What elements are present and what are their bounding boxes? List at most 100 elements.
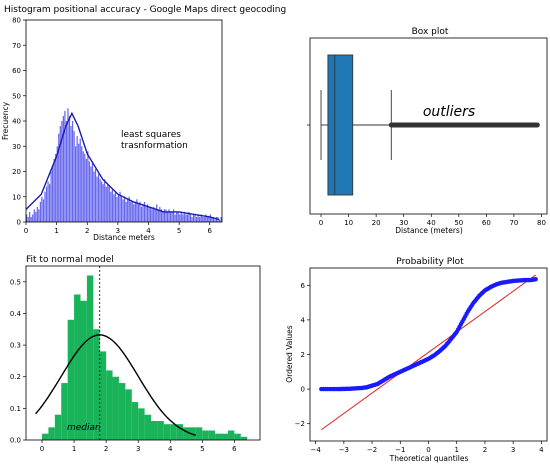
- histogram-bar: [145, 206, 147, 222]
- histogram-density-curve: [25, 111, 220, 221]
- histogram-bar: [142, 204, 144, 222]
- histogram-bar: [116, 196, 118, 222]
- probability-point: [533, 277, 538, 282]
- histogram-bar: [150, 206, 152, 222]
- normal-fit-bar: [202, 430, 209, 440]
- normal-fit-bar: [61, 383, 68, 440]
- histogram-bar: [154, 209, 156, 222]
- histogram-bar: [33, 209, 35, 222]
- histogram-bar: [151, 209, 153, 222]
- normal-fit-bar: [208, 430, 216, 440]
- histogram-bar: [194, 214, 196, 222]
- normal-fit-bar: [99, 351, 107, 440]
- normal-fit-bar: [93, 329, 100, 440]
- boxplot-x-tick-label: 30: [399, 219, 408, 227]
- histogram-bar: [140, 206, 143, 222]
- histogram-annotation-line: trasnformation: [121, 141, 188, 151]
- histogram-bar: [99, 179, 101, 222]
- histogram-bar: [50, 171, 52, 222]
- histogram-bar: [182, 214, 184, 222]
- histogram-bar: [62, 115, 64, 222]
- histogram-bar: [85, 158, 87, 222]
- histogram-bar: [137, 204, 140, 222]
- normal-fit-x-tick-label: 5: [200, 445, 204, 453]
- normal-fit-bar: [118, 383, 126, 440]
- histogram-bar: [65, 121, 68, 222]
- histogram-bar: [205, 214, 207, 222]
- histogram-bar: [104, 179, 106, 222]
- histogram-bar: [157, 209, 159, 222]
- histogram-bar: [96, 176, 98, 222]
- histogram-bar: [75, 146, 77, 222]
- histogram-bar: [220, 216, 222, 222]
- histogram-bar: [156, 204, 158, 222]
- normal-fit-x-ticks: 0 1 2 3 4 5 6: [40, 440, 237, 453]
- histogram-bar: [119, 191, 121, 222]
- histogram-bar: [113, 194, 115, 222]
- boxplot-marks: [307, 54, 540, 196]
- probability-x-tick-label: 3: [511, 446, 515, 454]
- histogram-bar: [180, 211, 182, 222]
- histogram-bar: [199, 216, 201, 222]
- probability-x-tick-label: 0: [426, 446, 430, 454]
- histogram-bar: [127, 199, 129, 222]
- normal-fit-bar: [106, 370, 113, 440]
- normal-fit-bar: [157, 421, 164, 440]
- probability-y-tick-label: −2: [295, 420, 305, 428]
- probability-x-tick-label: −1: [395, 446, 405, 454]
- histogram-bar: [153, 206, 155, 222]
- histogram-bar: [211, 216, 213, 222]
- histogram-y-tick-label: 50: [12, 92, 21, 100]
- probability-plot-title: Probability Plot: [396, 257, 464, 267]
- histogram-bar: [87, 151, 89, 222]
- histogram-bar: [176, 211, 178, 222]
- probability-x-tick-label: 1: [454, 446, 458, 454]
- histogram-bar: [93, 171, 95, 222]
- histogram-x-tick-label: 3: [116, 227, 120, 235]
- histogram-bar: [197, 214, 199, 222]
- histogram-bar: [32, 214, 34, 222]
- probability-y-tick-label: 2: [301, 351, 305, 359]
- boxplot-x-label: Distance (meters): [395, 226, 463, 235]
- boxplot-frame: [309, 37, 548, 215]
- histogram-bar: [39, 201, 42, 222]
- histogram-bar: [173, 209, 175, 222]
- normal-fit-bar: [42, 433, 49, 440]
- histogram-bar: [70, 126, 72, 222]
- histogram-y-tick-label: 40: [12, 118, 21, 126]
- normal-fit-bar: [131, 402, 139, 440]
- probability-plot-frame: [309, 267, 548, 442]
- normal-fit-bars: [42, 275, 248, 440]
- histogram-bar: [160, 209, 162, 222]
- histogram-panel: Histogram positional accuracy - Google M…: [1, 5, 286, 242]
- histogram-bar: [128, 196, 130, 222]
- boxplot-title: Box plot: [412, 27, 449, 37]
- histogram-bar: [41, 196, 43, 222]
- normal-fit-x-tick-label: 2: [104, 445, 108, 453]
- histogram-bar: [169, 211, 172, 222]
- histogram-bar: [101, 181, 103, 222]
- boxplot-x-tick-label: 80: [537, 219, 546, 227]
- histogram-bar: [124, 196, 126, 222]
- histogram-bar: [143, 201, 146, 222]
- normal-fit-bar: [240, 436, 248, 440]
- normal-fit-x-tick-label: 6: [232, 445, 237, 453]
- median-annotation: median: [67, 423, 101, 433]
- histogram-bar: [108, 186, 110, 222]
- histogram-bar: [81, 146, 83, 222]
- histogram-bar: [131, 201, 133, 222]
- normal-fit-y-tick-label: 0.0: [10, 437, 21, 445]
- probability-y-tick-label: 6: [301, 282, 306, 290]
- normal-fit-x-tick-label: 4: [168, 445, 173, 453]
- normal-fit-bar: [80, 300, 87, 440]
- histogram-bar: [202, 216, 204, 222]
- probability-x-tick-label: −4: [310, 446, 321, 454]
- histogram-bar: [203, 216, 205, 222]
- histogram-bar: [27, 216, 29, 222]
- histogram-bar: [102, 184, 104, 222]
- histogram-bar: [195, 216, 198, 222]
- boxplot-x-ticks: 0 10 20 30 40 50 60 70 80: [319, 214, 546, 227]
- normal-fit-bar: [234, 433, 241, 440]
- histogram-bar: [209, 214, 211, 222]
